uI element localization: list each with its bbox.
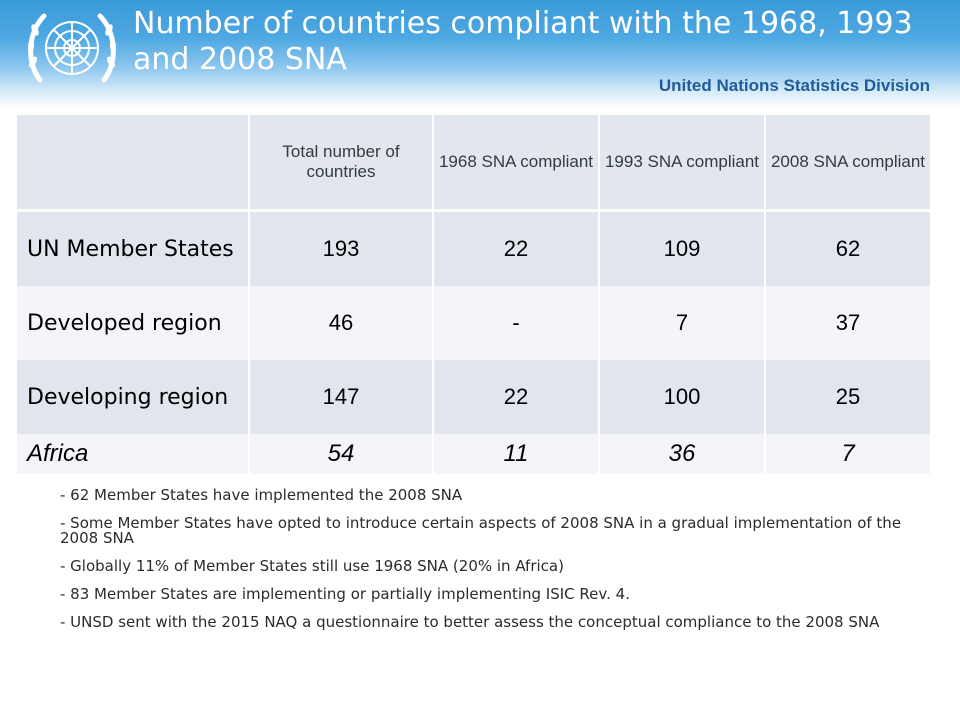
row-label: Developed region — [17, 286, 249, 360]
note-item: - 62 Member States have implemented the … — [60, 486, 463, 504]
table-cell: 147 — [248, 360, 433, 434]
organization-name: United Nations Statistics Division — [658, 76, 930, 95]
table-cell: 36 — [598, 434, 765, 474]
table-cell: 62 — [764, 210, 930, 286]
row-label: Africa — [17, 434, 249, 474]
note-item: - Some Member States have opted to intro… — [60, 514, 902, 547]
slide-title: Number of countries compliant with the 1… — [133, 6, 913, 77]
row-label: Developing region — [17, 360, 249, 434]
table-row: Developing region 147 22 100 25 — [17, 360, 930, 434]
table-header-cell: Total number of countries — [248, 115, 433, 212]
table-cell: 7 — [598, 286, 765, 360]
note-item: - Globally 11% of Member States still us… — [60, 557, 564, 575]
table-row: UN Member States 193 22 109 62 — [17, 210, 930, 286]
table-cell: 193 — [248, 210, 433, 286]
table-cell: 22 — [432, 210, 599, 286]
table-cell: 22 — [432, 360, 599, 434]
table-cell: 54 — [248, 434, 433, 474]
table-cell: 37 — [764, 286, 930, 360]
table-header-cell: 1968 SNA compliant — [432, 115, 599, 212]
notes-list: - 62 Member States have implemented the … — [60, 488, 920, 643]
compliance-table: Total number of countries 1968 SNA compl… — [17, 115, 930, 474]
table-cell: 7 — [764, 434, 930, 474]
table-cell: 109 — [598, 210, 765, 286]
table-cell: 11 — [432, 434, 599, 474]
note-item: - UNSD sent with the 2015 NAQ a question… — [60, 613, 880, 631]
table-cell: 100 — [598, 360, 765, 434]
table-header-row: Total number of countries 1968 SNA compl… — [17, 115, 930, 212]
table-row: Africa 54 11 36 7 — [17, 434, 930, 474]
table-cell: 25 — [764, 360, 930, 434]
header-banner: Number of countries compliant with the 1… — [0, 0, 960, 108]
table-header-cell: 1993 SNA compliant — [598, 115, 765, 212]
table-header-cell: 2008 SNA compliant — [764, 115, 930, 212]
table-header-cell — [17, 115, 249, 212]
table-cell: 46 — [248, 286, 433, 360]
table-cell: - — [432, 286, 599, 360]
un-emblem-icon — [27, 13, 117, 83]
note-item: - 83 Member States are implementing or p… — [60, 585, 630, 603]
row-label: UN Member States — [17, 210, 249, 286]
table-row: Developed region 46 - 7 37 — [17, 286, 930, 360]
